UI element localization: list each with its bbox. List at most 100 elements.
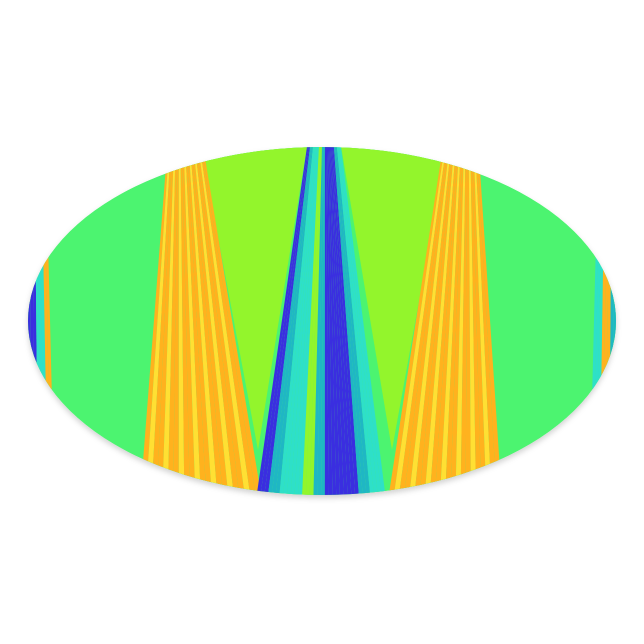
stripe: [335, 147, 371, 495]
left-stripe-fan: [140, 147, 262, 495]
right-edge-stripes: [592, 240, 616, 400]
stripe: [313, 147, 324, 495]
stripe: [471, 147, 487, 495]
stripe: [309, 147, 323, 495]
stripe: [473, 147, 492, 495]
stripe: [195, 147, 246, 495]
stripe: [192, 147, 235, 495]
stripe: [198, 147, 257, 495]
stripe: [183, 147, 201, 495]
stripe: [267, 147, 312, 495]
stripe: [181, 147, 196, 495]
stripe: [167, 147, 178, 495]
stripe: [474, 147, 497, 495]
stripe: [317, 147, 324, 495]
stripe: [439, 147, 461, 495]
stripe: [334, 147, 367, 495]
stripe: [45, 240, 52, 400]
stripe: [275, 147, 314, 495]
stripe: [429, 147, 458, 495]
stripe: [188, 147, 218, 495]
stripe: [465, 147, 471, 495]
stripe: [156, 147, 175, 495]
stripe: [301, 147, 321, 495]
stripe: [610, 240, 614, 400]
stripe: [337, 147, 379, 495]
stripe: [263, 147, 311, 495]
stripe: [35, 240, 40, 400]
stripe: [286, 147, 317, 495]
lime-triangle-right: [340, 147, 448, 450]
stripe: [197, 147, 251, 495]
stripe: [333, 147, 364, 495]
stripe: [468, 147, 477, 495]
stripe: [186, 147, 213, 495]
stripe: [325, 147, 333, 495]
stripe: [445, 147, 463, 495]
stripe: [327, 147, 341, 495]
stripe: [185, 147, 207, 495]
stripe: [388, 147, 446, 495]
stripe: [403, 147, 451, 495]
stripe: [592, 240, 599, 400]
stripe: [173, 147, 179, 495]
stripe: [259, 147, 310, 495]
stripe: [419, 147, 455, 495]
stripe: [328, 147, 344, 495]
stripe: [324, 147, 329, 495]
stripe: [189, 147, 224, 495]
left-edge-stripes: [28, 240, 52, 400]
stripe: [43, 240, 49, 400]
stripe: [298, 147, 320, 495]
stripe: [200, 147, 262, 495]
lime-triangle-left: [200, 147, 308, 450]
stripe: [476, 147, 502, 495]
stripe: [140, 147, 170, 495]
stripe: [336, 147, 375, 495]
stripe: [332, 147, 360, 495]
stripe: [595, 240, 601, 400]
stripe: [601, 240, 606, 400]
stripe: [40, 240, 46, 400]
stripe: [613, 240, 616, 400]
stripe: [598, 240, 604, 400]
stripe: [338, 147, 383, 495]
stripe: [329, 147, 348, 495]
stripe: [339, 147, 386, 495]
stripe: [180, 147, 190, 495]
stripe: [434, 147, 460, 495]
stripe: [460, 147, 468, 495]
stripe: [393, 147, 448, 495]
center-stripe-fan: [256, 147, 386, 495]
stripe: [256, 147, 309, 495]
stripe: [408, 147, 452, 495]
stripe: [162, 147, 176, 495]
stripe: [178, 147, 185, 495]
stripe: [294, 147, 319, 495]
stripe: [290, 147, 318, 495]
right-stripe-fan: [388, 147, 502, 495]
stripe: [398, 147, 449, 495]
stripe: [38, 240, 43, 400]
stripe: [30, 240, 34, 400]
stripe: [145, 147, 172, 495]
stripe: [470, 147, 482, 495]
stripe: [455, 147, 466, 495]
stripe: [282, 147, 316, 495]
stripe: [28, 240, 31, 400]
stripe: [326, 147, 337, 495]
stripe: [151, 147, 173, 495]
stripe: [321, 147, 325, 495]
stripe: [413, 147, 454, 495]
stripe: [278, 147, 315, 495]
stripe: [191, 147, 229, 495]
stripe: [271, 147, 313, 495]
stripe: [194, 147, 240, 495]
stripe: [330, 147, 352, 495]
stripe: [450, 147, 465, 495]
stripe: [305, 147, 322, 495]
stripe: [331, 147, 356, 495]
stripe: [424, 147, 457, 495]
